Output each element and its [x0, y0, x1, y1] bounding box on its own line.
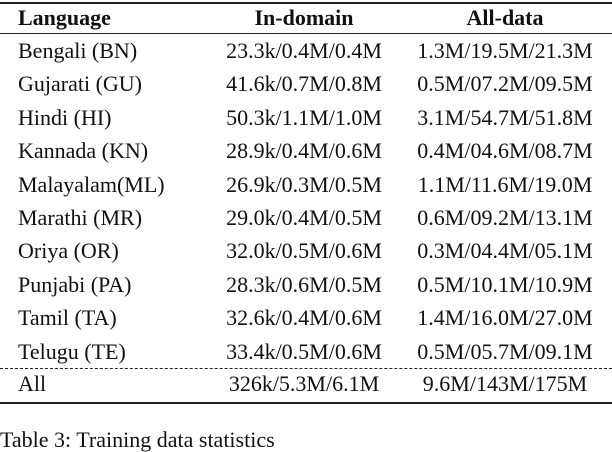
table-cell: Marathi (MR) [18, 205, 143, 230]
table-cell: 1.3M/19.5M/21.3M [417, 38, 593, 63]
table-cell: 28.3k/0.6M/0.5M [226, 271, 382, 297]
table-cell: 0.3M/04.4M/05.1M [417, 238, 593, 264]
total-cell: 326k/5.3M/6.1M [228, 371, 380, 396]
table-cell: 3.1M/54.7M/51.8M [417, 104, 593, 130]
caption: Table 3: Training data statistics [0, 427, 275, 452]
table-cell: Punjabi (PA) [18, 271, 132, 297]
table-cell: 28.9k/0.4M/0.6M [226, 138, 382, 164]
header-cell: In-domain [254, 5, 354, 30]
table-cell: Telugu (TE) [18, 338, 126, 364]
table-cell: Hindi (HI) [18, 104, 112, 130]
table-cell: 0.5M/05.7M/09.1M [417, 338, 593, 364]
table-cell: 23.3k/0.4M/0.4M [226, 38, 382, 63]
total-rule [0, 368, 612, 369]
table-cell: 0.5M/10.1M/10.9M [417, 271, 593, 297]
table-cell: 0.4M/04.6M/08.7M [417, 138, 593, 164]
table-cell: 33.4k/0.5M/0.6M [226, 338, 382, 364]
table-cell: 41.6k/0.7M/0.8M [226, 71, 382, 97]
table-cell: Malayalam(ML) [18, 171, 165, 197]
table-cell: Gujarati (GU) [18, 71, 143, 97]
table-cell: 29.0k/0.4M/0.5M [226, 205, 382, 230]
top-rule [0, 2, 612, 4]
header-cell: All-data [466, 5, 544, 30]
total-cell: 9.6M/143M/175M [422, 371, 588, 396]
table-cell: 0.6M/09.2M/13.1M [417, 205, 593, 230]
table-cell: Bengali (BN) [18, 38, 138, 63]
table-cell: Kannada (KN) [18, 138, 149, 164]
table-cell: Tamil (TA) [18, 305, 117, 331]
table-cell: 26.9k/0.3M/0.5M [226, 171, 382, 197]
table-cell: 1.4M/16.0M/27.0M [417, 305, 593, 331]
total-cell: All [18, 371, 47, 396]
table-cell: 32.6k/0.4M/0.6M [226, 305, 382, 331]
table-cell: 50.3k/1.1M/1.0M [226, 104, 382, 130]
bottom-rule [0, 402, 612, 404]
table-cell: 1.1M/11.6M/19.0M [417, 171, 593, 197]
table-cell: 32.0k/0.5M/0.6M [226, 238, 382, 264]
table-cell: 0.5M/07.2M/09.5M [417, 71, 593, 97]
header-rule [0, 33, 612, 34]
header-cell: Language [18, 5, 111, 30]
table-cell: Oriya (OR) [18, 238, 119, 264]
